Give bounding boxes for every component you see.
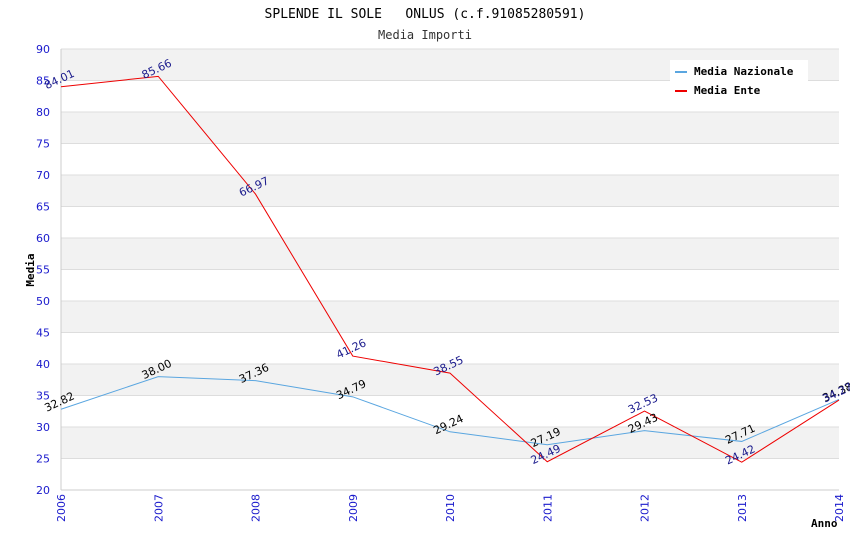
- series-lines: [60, 75, 840, 463]
- chart-subtitle: Media Importi: [378, 28, 472, 42]
- y-tick-label: 85: [36, 75, 50, 88]
- y-tick-label: 50: [36, 295, 50, 308]
- y-tick-label: 65: [36, 201, 50, 214]
- y-tick-label: 20: [36, 484, 50, 497]
- y-tick-label: 30: [36, 421, 50, 434]
- y-tick-labels: 20 25 30 35 40 45 50 55 60 65 70 75 80 85 90: [36, 43, 50, 497]
- legend-box: [670, 60, 808, 102]
- y-tick-label: 45: [36, 327, 50, 340]
- y-tick-label: 35: [36, 390, 50, 403]
- series-line-nazionale: [60, 376, 840, 446]
- x-tick-labels: 2006 2007 2008 2009 2010 2011 2012 2013 2014: [55, 494, 846, 522]
- y-tick-label: 40: [36, 358, 50, 371]
- plot-band: [61, 301, 839, 333]
- data-label: 84.01: [42, 67, 76, 92]
- series-line-ente: [60, 75, 840, 463]
- x-tick-label: 2014: [833, 494, 846, 522]
- x-tick-label: 2008: [250, 494, 263, 522]
- legend-label-nazionale: Media Nazionale: [694, 65, 794, 78]
- legend: Media Nazionale Media Ente: [670, 60, 808, 102]
- x-tick-label: 2010: [444, 494, 457, 522]
- chart-title: SPLENDE IL SOLE ONLUS (c.f.91085280591): [265, 7, 586, 22]
- x-axis-title: Anno: [811, 517, 838, 530]
- plot-band: [61, 238, 839, 270]
- plot-band: [61, 175, 839, 207]
- y-tick-label: 55: [36, 264, 50, 277]
- plot-band: [61, 364, 839, 396]
- y-tick-label: 25: [36, 453, 50, 466]
- x-tick-label: 2013: [736, 494, 749, 522]
- x-tick-label: 2012: [639, 494, 652, 522]
- x-tick-label: 2011: [541, 494, 554, 522]
- y-tick-label: 80: [36, 106, 50, 119]
- y-tick-label: 70: [36, 169, 50, 182]
- y-axis-title: Media: [24, 253, 37, 286]
- y-tick-label: 75: [36, 138, 50, 151]
- plot-band: [61, 112, 839, 144]
- y-tick-label: 60: [36, 232, 50, 245]
- plot-bands: [61, 49, 839, 459]
- x-tick-label: 2006: [55, 494, 68, 522]
- y-tick-label: 90: [36, 43, 50, 56]
- x-tick-label: 2009: [347, 494, 360, 522]
- x-tick-label: 2007: [152, 494, 165, 522]
- legend-label-ente: Media Ente: [694, 84, 761, 97]
